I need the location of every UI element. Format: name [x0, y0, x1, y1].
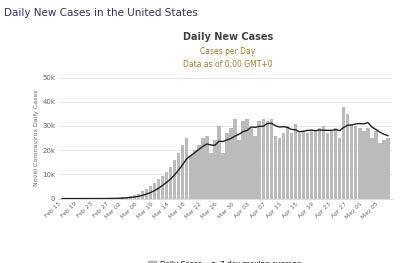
Bar [129, 196, 132, 199]
Bar [338, 138, 341, 199]
Bar [213, 140, 217, 199]
Bar [358, 128, 362, 199]
Bar [346, 114, 350, 199]
Bar [145, 189, 148, 199]
Bar [201, 138, 204, 199]
Bar [169, 167, 172, 199]
Bar [262, 119, 265, 199]
Bar [189, 155, 192, 199]
Bar [314, 130, 317, 199]
Bar [133, 195, 136, 199]
Bar [109, 198, 112, 199]
Bar [113, 198, 116, 199]
Bar [205, 136, 209, 199]
Bar [342, 107, 346, 199]
Bar [177, 153, 180, 199]
Bar [141, 191, 144, 199]
Bar [318, 128, 321, 199]
Bar [181, 145, 184, 199]
Bar [233, 119, 237, 199]
Bar [282, 133, 285, 199]
Bar [290, 133, 293, 199]
Bar [274, 136, 277, 199]
Bar [270, 119, 273, 199]
Bar [334, 128, 337, 199]
Bar [322, 126, 325, 199]
Bar [278, 138, 281, 199]
Bar [165, 172, 168, 199]
Bar [246, 119, 249, 199]
Bar [225, 133, 229, 199]
Bar [382, 140, 386, 199]
Bar [370, 138, 374, 199]
Bar [117, 198, 120, 199]
Bar [173, 160, 176, 199]
Bar [350, 124, 354, 199]
Bar [326, 133, 329, 199]
Text: Daily New Cases in the United States: Daily New Cases in the United States [4, 8, 198, 18]
Bar [254, 136, 257, 199]
Bar [241, 121, 245, 199]
Bar [298, 133, 301, 199]
Bar [149, 186, 152, 199]
Bar [237, 140, 241, 199]
Bar [374, 131, 378, 199]
Bar [197, 145, 200, 199]
Bar [386, 138, 390, 199]
Bar [121, 197, 124, 199]
Bar [302, 131, 305, 199]
Bar [185, 138, 188, 199]
Bar [157, 179, 160, 199]
Legend: Daily Cases, 7-day moving average: Daily Cases, 7-day moving average [145, 258, 305, 263]
Text: Cases per Day: Cases per Day [200, 47, 256, 56]
Bar [209, 153, 213, 199]
Bar [125, 197, 128, 199]
Bar [250, 128, 253, 199]
Text: Data as of 0:00 GMT+0: Data as of 0:00 GMT+0 [183, 60, 273, 69]
Bar [330, 131, 333, 199]
Bar [354, 126, 358, 199]
Text: Daily New Cases: Daily New Cases [183, 32, 273, 42]
Bar [266, 121, 269, 199]
Bar [366, 128, 370, 199]
Bar [217, 126, 221, 199]
Bar [306, 133, 309, 199]
Bar [378, 143, 382, 199]
Bar [294, 124, 297, 199]
Bar [258, 121, 261, 199]
Bar [310, 131, 313, 199]
Bar [221, 153, 225, 199]
Bar [153, 183, 156, 199]
Bar [193, 150, 196, 199]
Bar [161, 176, 164, 199]
Bar [286, 126, 289, 199]
Bar [137, 194, 140, 199]
Y-axis label: Novel Coronavirus Daily Cases: Novel Coronavirus Daily Cases [34, 90, 39, 186]
Bar [229, 128, 233, 199]
Bar [362, 131, 366, 199]
